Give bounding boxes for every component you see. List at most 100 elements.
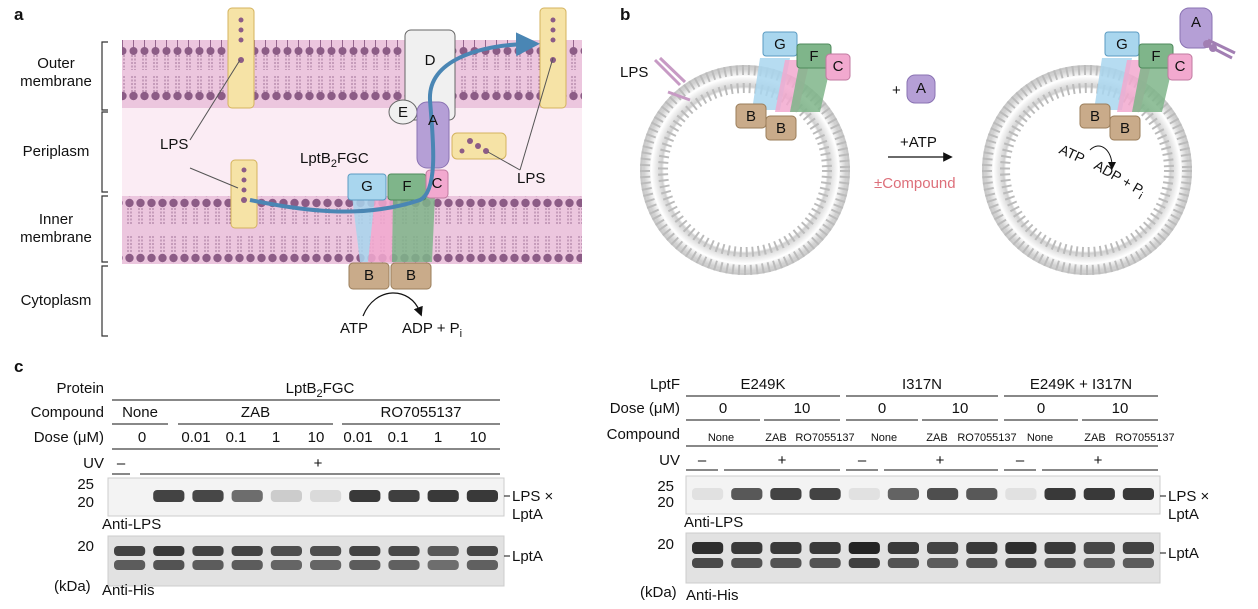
right-his-a-band-1 (731, 542, 763, 554)
band-lps-lpta-right-2: LptA (1168, 506, 1199, 523)
mw-20-left: 20 (77, 494, 94, 511)
left-his-a-band-9 (466, 546, 498, 556)
row-protein: Protein (56, 380, 104, 397)
left-his-a-band-5 (310, 546, 342, 556)
right-his-b-band-1 (731, 558, 763, 568)
right-his-a-band-3 (809, 542, 841, 554)
subunit-F-label: F (402, 178, 412, 195)
complex-right (1079, 7, 1236, 141)
cmp-r3: None (870, 432, 898, 444)
blot-label-anti-his-left: Anti-His (102, 582, 155, 599)
dose-r4: 0 (1036, 400, 1046, 417)
dose-r5: 10 (1111, 400, 1129, 417)
dose-4: 10 (307, 429, 325, 446)
mutant-3: E249K + I317N (1029, 376, 1133, 393)
cmp-r4: ZAB (926, 432, 948, 444)
lps-leaders (189, 57, 554, 189)
right-lps-band-3 (809, 488, 841, 500)
panel-label-a: a (14, 5, 24, 24)
right-his-a-band-5 (887, 542, 919, 554)
blot-label-anti-lps-right: Anti-LPS (684, 514, 744, 531)
blot-bands (114, 488, 1154, 570)
right-his-b-band-8 (1005, 558, 1037, 568)
left-his-b-band-7 (388, 560, 420, 570)
right-lps-band-9 (1044, 488, 1076, 500)
cmp-r8: RO7055137 (1115, 432, 1175, 444)
right-lps-band-8 (1005, 488, 1037, 500)
band-lps-lpta-left: LPS × (512, 488, 554, 505)
left-his-a-band-4 (270, 546, 302, 556)
subunit-C-label: C (431, 175, 443, 192)
mw-20-right: 20 (657, 494, 674, 511)
region-outer-membrane: Outer membrane (20, 55, 92, 90)
band-lps-lpta-right: LPS × (1168, 488, 1210, 505)
left-his-b-band-1 (153, 560, 185, 570)
lps-label-b: LPS (620, 64, 649, 81)
uv-r1: + (777, 452, 787, 469)
lps-inner (230, 159, 258, 229)
uv-plus-left: + (313, 455, 323, 472)
right-his-a-band-6 (927, 542, 959, 554)
region-periplasm: Periplasm (22, 143, 90, 160)
right-his-a-band-7 (966, 542, 998, 554)
blot-label-anti-lps-left: Anti-LPS (102, 516, 162, 533)
dose-8: 10 (469, 429, 487, 446)
blot-label-anti-his-right: Anti-His (686, 587, 739, 604)
left-his-a-band-6 (349, 546, 381, 556)
subunit-G-label: G (361, 178, 373, 195)
mw-25-right: 25 (657, 478, 674, 495)
dose-r0: 0 (718, 400, 728, 417)
row-lptf: LptF (649, 376, 680, 393)
right-his-b-band-9 (1044, 558, 1076, 568)
uv-r0: – (697, 452, 707, 469)
right-his-b-band-11 (1122, 558, 1154, 568)
right-his-b-band-10 (1083, 558, 1115, 568)
left-his-b-band-5 (310, 560, 342, 570)
cmp-r0: None (707, 432, 735, 444)
right-his-b-band-0 (692, 558, 724, 568)
left-his-b-band-8 (427, 560, 459, 570)
left-lps-band-3 (231, 490, 263, 502)
left-lps-band-9 (466, 490, 498, 502)
region-brackets (101, 41, 108, 337)
atp-add-label: +ATP (900, 134, 937, 151)
compound-label: ±Compound (874, 175, 956, 192)
row-compound-right: Compound (606, 426, 680, 443)
b-F2: F (1151, 48, 1161, 65)
blot-right-his (685, 532, 1161, 584)
compound-none: None (122, 404, 158, 421)
atp-label-a: ATP (340, 320, 369, 337)
right-lps-band-1 (731, 488, 763, 500)
subunit-B2-label: B (405, 267, 416, 284)
lptB-a2 (390, 262, 432, 290)
left-his-b-band-2 (192, 560, 224, 570)
left-his-b-band-4 (270, 560, 302, 570)
b-F1: F (809, 48, 819, 65)
lps-vesicle (653, 56, 691, 102)
left-his-a-band-8 (427, 546, 459, 556)
row-dose: Dose (μM) (33, 429, 104, 446)
b-G2: G (1116, 36, 1128, 53)
mutant-2: I317N (901, 376, 943, 393)
left-lps-band-2 (192, 490, 224, 502)
panel-label-b: b (620, 5, 631, 24)
left-his-b-band-6 (349, 560, 381, 570)
uv-r4: – (1015, 452, 1025, 469)
table-rules-right (686, 395, 1158, 471)
band-lpta-right: LptA (1168, 545, 1199, 562)
region-cytoplasm: Cytoplasm (20, 292, 92, 309)
cmp-r7: ZAB (1084, 432, 1106, 444)
complex-left (735, 31, 851, 141)
right-his-a-band-2 (770, 542, 802, 554)
cmp-r1: ZAB (765, 432, 787, 444)
left-his-a-band-1 (153, 546, 185, 556)
dose-r2: 0 (877, 400, 887, 417)
region-inner-membrane: Inner membrane (20, 211, 92, 246)
left-lps-band-7 (388, 490, 420, 502)
right-his-b-band-5 (887, 558, 919, 568)
dose-7: 1 (433, 429, 443, 446)
transport-arrow (249, 32, 540, 214)
right-lps-band-5 (887, 488, 919, 500)
uv-r2: – (857, 452, 867, 469)
